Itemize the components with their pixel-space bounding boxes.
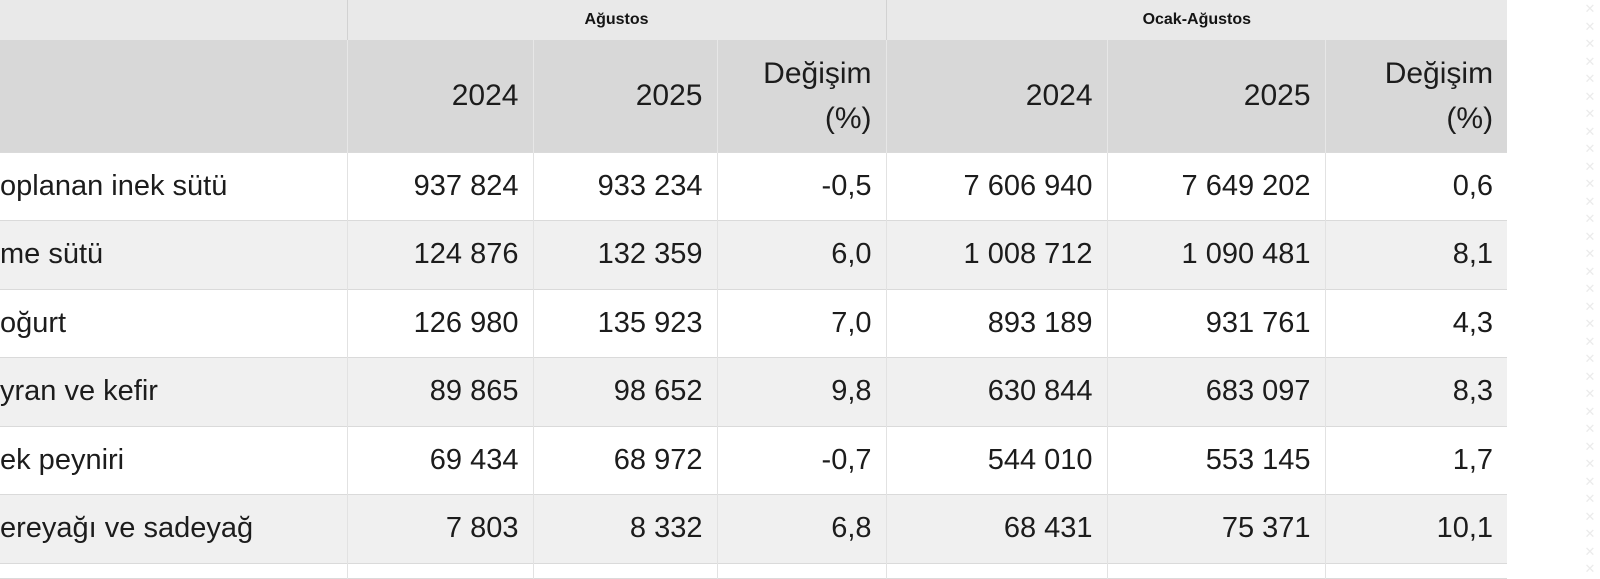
value-cell: 89 865 <box>346 357 533 426</box>
col-header-agustos-2025: 2025 <box>532 40 717 152</box>
value-cell: 69 434 <box>346 426 533 495</box>
value-cell: 75 371 <box>1106 494 1326 563</box>
row-label: yran ve kefir <box>0 375 158 408</box>
value-cell: 10,1 <box>1324 494 1508 563</box>
label-column-header <box>0 40 347 152</box>
value-cell: 933 234 <box>532 152 717 221</box>
value-cell: 1 008 712 <box>885 220 1108 289</box>
table-row: yran ve kefir 89 865 98 652 9,8 630 844 683 0… <box>0 357 1508 426</box>
value-cell: 544 010 <box>885 426 1108 495</box>
row-label: oplanan inek sütü <box>0 169 228 202</box>
value-cell: 68 972 <box>532 426 717 495</box>
value-cell: 7,0 <box>716 289 887 358</box>
value-cell: 8 332 <box>532 494 717 563</box>
value-cell: 893 189 <box>885 289 1108 358</box>
col-header-ocak-agustos-2024: 2024 <box>885 40 1108 152</box>
value-cell: -0,7 <box>716 426 887 495</box>
value-cell: 937 824 <box>346 152 533 221</box>
row-label: ek peyniri <box>0 443 125 476</box>
value-cell: 98 652 <box>532 357 717 426</box>
row-label: ereyağı ve sadeyağ <box>0 512 254 545</box>
value-cell <box>532 563 717 578</box>
value-cell: 630 844 <box>885 357 1108 426</box>
dairy-products-table: Ağustos Ocak-Ağustos 2024 2025 Değişim (%) 2… <box>0 0 1508 578</box>
table-row: ereyağı ve sadeyağ 7 803 8 332 6,8 68 431 75 … <box>0 494 1508 563</box>
table-row: oplanan inek sütü 937 824 933 234 -0,5 7 606… <box>0 152 1508 221</box>
value-cell: 135 923 <box>532 289 717 358</box>
value-cell: 0,6 <box>1324 152 1508 221</box>
table-row-clipped <box>0 563 1508 578</box>
col-header-line1: 2024 <box>451 79 519 113</box>
value-cell: 126 980 <box>346 289 533 358</box>
table-row: ek peyniri 69 434 68 972 -0,7 544 010 553 145… <box>0 426 1508 495</box>
col-header-line1: Değişim <box>763 56 872 90</box>
group-header-corner <box>0 0 347 40</box>
value-cell: 6,8 <box>716 494 887 563</box>
value-cell: 8,1 <box>1324 220 1508 289</box>
value-cell: 7 606 940 <box>885 152 1108 221</box>
value-cell: 683 097 <box>1106 357 1326 426</box>
col-header-ocak-agustos-degisim: Değişim (%) <box>1324 40 1508 152</box>
col-header-agustos-degisim: Değişim (%) <box>716 40 887 152</box>
value-cell: 9,8 <box>716 357 887 426</box>
col-header-line1: 2025 <box>635 79 703 113</box>
group-header-row: Ağustos Ocak-Ağustos <box>0 0 1508 40</box>
table-row: oğurt 126 980 135 923 7,0 893 189 931 761 4,3 <box>0 289 1508 358</box>
table-header: Ağustos Ocak-Ağustos 2024 2025 Değişim (%) 2… <box>0 0 1508 152</box>
table-body: oplanan inek sütü 937 824 933 234 -0,5 7 606… <box>0 152 1508 578</box>
col-header-line1: 2024 <box>1025 79 1093 113</box>
value-cell <box>1106 563 1326 578</box>
column-header-row: 2024 2025 Değişim (%) 2024 2025 Değişim (%) <box>0 40 1508 152</box>
row-label: oğurt <box>0 306 67 339</box>
value-cell: 132 359 <box>532 220 717 289</box>
row-label <box>0 563 347 578</box>
value-cell: -0,5 <box>716 152 887 221</box>
right-edge-pattern: ✕ ✕ ✕ ✕ ✕ ✕ ✕ ✕ ✕ ✕ ✕ ✕ ✕ ✕ ✕ ✕ ✕ ✕ ✕ ✕ … <box>1584 1 1596 576</box>
col-header-agustos-2024: 2024 <box>346 40 533 152</box>
value-cell <box>1324 563 1508 578</box>
col-header-line2: (%) <box>824 101 872 135</box>
col-header-line1: 2025 <box>1243 79 1311 113</box>
value-cell: 68 431 <box>885 494 1108 563</box>
group-header-ocak-agustos: Ocak-Ağustos <box>885 0 1508 40</box>
group-header-agustos: Ağustos <box>346 0 887 40</box>
value-cell <box>885 563 1108 578</box>
value-cell: 7 803 <box>346 494 533 563</box>
value-cell: 6,0 <box>716 220 887 289</box>
value-cell: 4,3 <box>1324 289 1508 358</box>
value-cell: 931 761 <box>1106 289 1326 358</box>
value-cell: 7 649 202 <box>1106 152 1326 221</box>
value-cell: 8,3 <box>1324 357 1508 426</box>
value-cell: 553 145 <box>1106 426 1326 495</box>
col-header-line2: (%) <box>1446 101 1494 135</box>
col-header-line1: Değişim <box>1384 56 1494 90</box>
value-cell <box>346 563 533 578</box>
col-header-ocak-agustos-2025: 2025 <box>1106 40 1326 152</box>
value-cell: 1 090 481 <box>1106 220 1326 289</box>
value-cell: 1,7 <box>1324 426 1508 495</box>
value-cell <box>716 563 887 578</box>
row-label: me sütü <box>0 238 104 271</box>
value-cell: 124 876 <box>346 220 533 289</box>
table-row: me sütü 124 876 132 359 6,0 1 008 712 1 090 4… <box>0 220 1508 289</box>
